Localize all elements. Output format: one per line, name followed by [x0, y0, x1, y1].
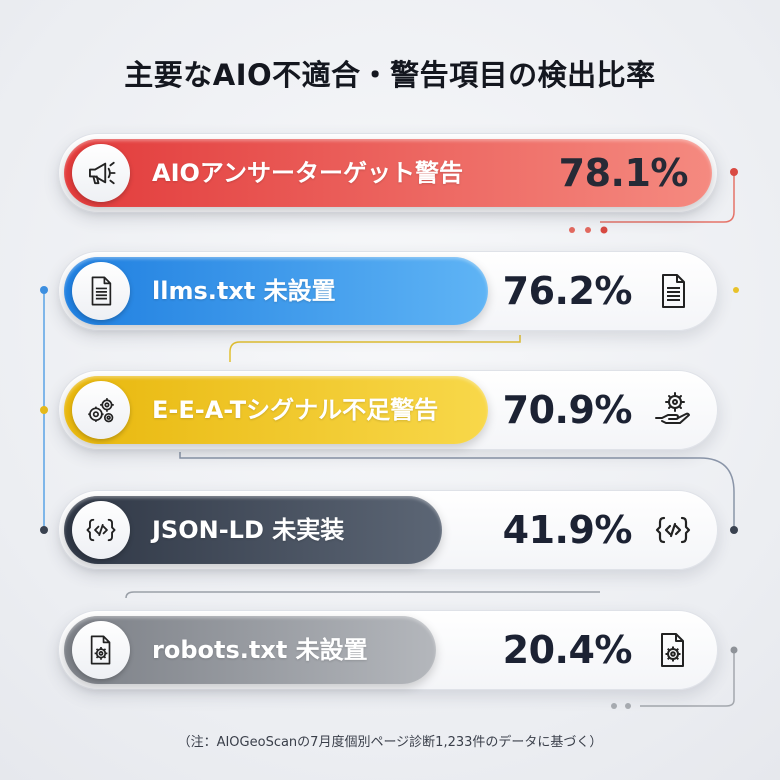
bar-pill	[64, 257, 488, 325]
gears-icon	[72, 381, 130, 439]
bar-pill	[64, 139, 712, 207]
bar-row: AIOアンサーターゲット警告 78.1%	[58, 133, 718, 213]
code-icon	[652, 510, 694, 550]
code-icon	[72, 501, 130, 559]
file-gear-icon	[652, 630, 694, 670]
bar-label: JSON-LD 未実装	[152, 516, 345, 544]
bar-value-label: 76.2%	[502, 269, 633, 313]
bar-value-label: 78.1%	[558, 151, 689, 195]
bar-row: llms.txt 未設置 76.2%	[58, 251, 718, 331]
bar-row: JSON-LD 未実装 41.9%	[58, 490, 718, 570]
file-gear-icon	[72, 621, 130, 679]
gear-hand-icon	[652, 390, 694, 430]
document-icon	[72, 262, 130, 320]
chart-title: 主要なAIO不適合・警告項目の検出比率	[124, 58, 656, 92]
document-icon	[652, 271, 694, 311]
bar-value-label: 70.9%	[502, 388, 633, 432]
bar-label: E-E-A-Tシグナル不足警告	[152, 396, 439, 424]
bar-row: robots.txt 未設置 20.4%	[58, 610, 718, 690]
bar-value-label: 41.9%	[502, 508, 633, 552]
bar-row: E-E-A-Tシグナル不足警告 70.9%	[58, 370, 718, 450]
bar-pill	[64, 376, 488, 444]
bar-label: llms.txt 未設置	[152, 277, 336, 305]
bar-label: AIOアンサーターゲット警告	[152, 159, 463, 187]
bar-label: robots.txt 未設置	[152, 636, 368, 664]
bar-value-label: 20.4%	[502, 628, 633, 672]
megaphone-icon	[72, 144, 130, 202]
footnote: （注：AIOGeoScanの7月度個別ページ診断1,233件のデータに基づく）	[177, 735, 603, 750]
